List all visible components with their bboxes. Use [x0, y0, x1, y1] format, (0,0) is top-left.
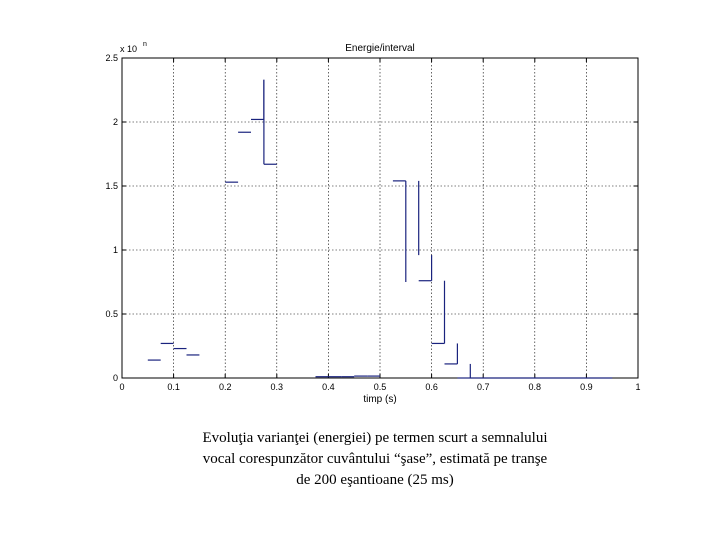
grid-lines [122, 58, 638, 378]
energy-chart: 0 0.1 0.2 0.3 0.4 0.5 0.6 0.7 0.8 0.9 1 0 0.5 1 1.5 2 2… [105, 41, 641, 405]
x-tick-label: 0.9 [580, 382, 593, 392]
x-tick-label: 1 [635, 382, 640, 392]
y-axis-ticks: 0 0.5 1 1.5 2 2.5 [105, 53, 638, 383]
y-tick-label: 1 [113, 245, 118, 255]
x-tick-label: 0.2 [219, 382, 232, 392]
x-tick-label: 0.3 [271, 382, 284, 392]
caption-line-3: de 200 eşantioane (25 ms) [296, 472, 454, 488]
caption-line-1: Evoluţia varianţei (energiei) pe termen … [202, 430, 548, 446]
x-tick-label: 0.7 [477, 382, 490, 392]
y-tick-label: 0.5 [105, 309, 118, 319]
chart-title: Energie/interval [345, 43, 414, 54]
y-tick-label: 2.5 [105, 53, 118, 63]
caption-line-2: vocal corespunzător cuvântului “şase”, e… [202, 451, 548, 467]
y-tick-label: 1.5 [105, 181, 118, 191]
y-scale-exponent: n [143, 41, 147, 48]
figure-caption: Evoluţia varianţei (energiei) pe termen … [150, 428, 600, 491]
x-tick-label: 0.6 [425, 382, 438, 392]
x-tick-label: 0.4 [322, 382, 335, 392]
y-tick-label: 2 [113, 117, 118, 127]
x-tick-label: 0 [119, 382, 124, 392]
y-tick-label: 0 [113, 373, 118, 383]
energy-series [147, 79, 613, 379]
x-axis-label: timp (s) [363, 394, 396, 405]
plot-area [121, 57, 639, 379]
x-tick-label: 0.5 [374, 382, 387, 392]
x-tick-label: 0.1 [167, 382, 180, 392]
y-scale-label: x 10 [120, 44, 137, 54]
x-axis-ticks: 0 0.1 0.2 0.3 0.4 0.5 0.6 0.7 0.8 0.9 1 [119, 58, 641, 392]
x-tick-label: 0.8 [529, 382, 542, 392]
